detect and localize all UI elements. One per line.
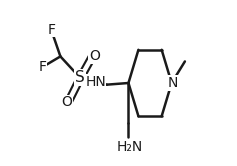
Text: F: F <box>47 23 55 37</box>
Text: H₂N: H₂N <box>117 140 143 154</box>
Text: S: S <box>75 70 85 85</box>
Text: F: F <box>38 60 46 74</box>
Text: O: O <box>89 49 100 63</box>
Text: N: N <box>168 76 178 90</box>
Text: HN: HN <box>85 75 106 89</box>
Text: O: O <box>62 95 73 109</box>
